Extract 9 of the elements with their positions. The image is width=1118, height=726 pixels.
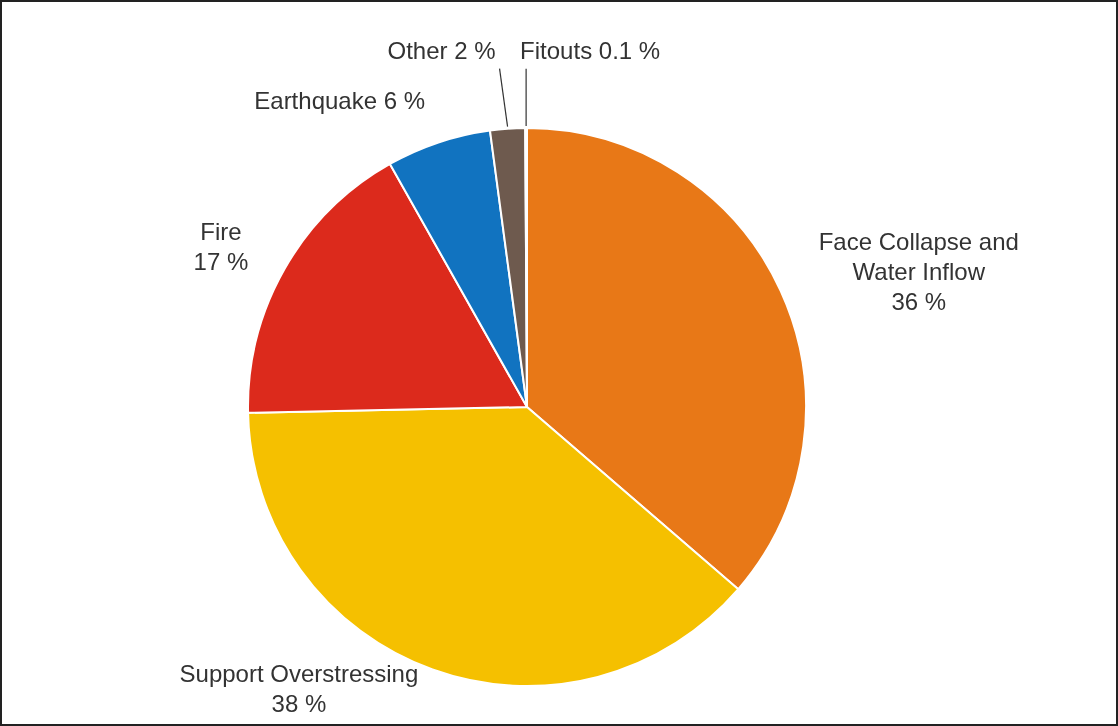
data-label: 36 % (891, 288, 947, 315)
slice-label: Face Collapse and Water Inflow (818, 228, 1019, 285)
slice-label: Fitouts 0.1 % (520, 37, 661, 65)
slice-label: Earthquake 6 % (254, 87, 426, 115)
slice-label: Other 2 % (387, 37, 496, 65)
data-label: 38 % (271, 689, 327, 717)
data-label: 17 % (193, 247, 249, 275)
slice-label: Fire (200, 217, 242, 245)
slice-label: Support Overstressing (179, 659, 419, 687)
